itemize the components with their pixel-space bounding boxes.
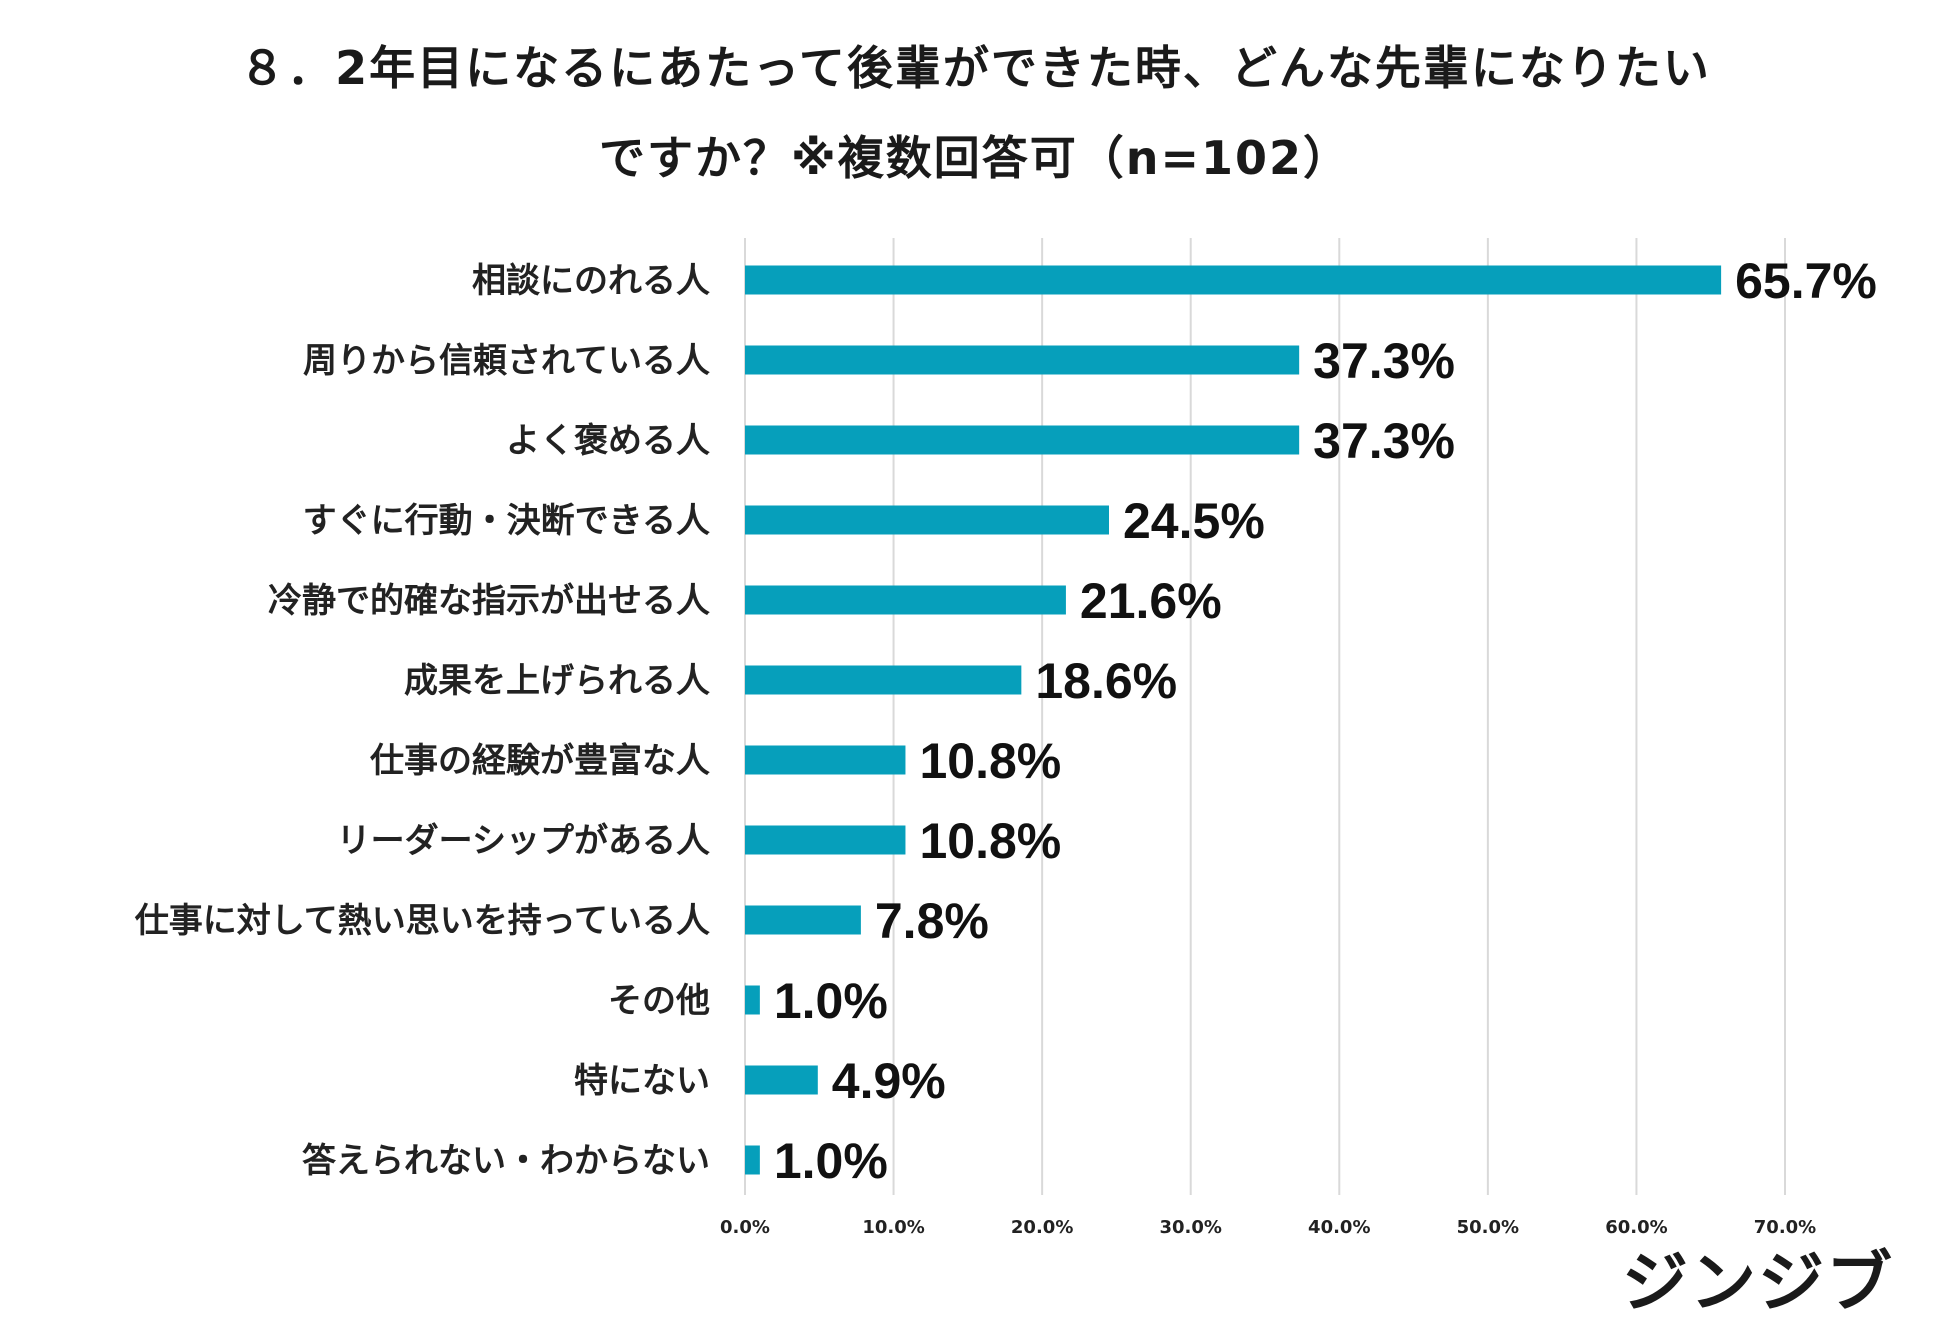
value-label: 37.3% <box>1313 413 1455 469</box>
x-tick-label: 60.0% <box>1605 1217 1667 1238</box>
bar <box>745 985 760 1015</box>
bar <box>745 345 1300 375</box>
value-label: 1.0% <box>774 973 888 1029</box>
value-label: 24.5% <box>1123 493 1265 549</box>
bar <box>745 665 1022 695</box>
value-label: 65.7% <box>1735 253 1877 309</box>
value-label: 37.3% <box>1313 333 1455 389</box>
value-label: 21.6% <box>1080 573 1222 629</box>
category-labels: 相談にのれる人周りから信頼されている人よく褒める人すぐに行動・決断できる人冷静で… <box>135 261 710 1181</box>
value-label: 18.6% <box>1035 653 1177 709</box>
bar <box>745 745 906 775</box>
category-label: リーダーシップがある人 <box>337 821 710 861</box>
category-label: よく褒める人 <box>506 421 710 461</box>
category-label: 相談にのれる人 <box>472 261 710 301</box>
chart-title-line-2: ですか？※複数回答可（n=102） <box>598 131 1352 185</box>
category-label: すぐに行動・決断できる人 <box>303 501 710 541</box>
x-tick-label: 10.0% <box>862 1217 924 1238</box>
x-tick-label: 50.0% <box>1457 1217 1519 1238</box>
x-tick-label: 70.0% <box>1754 1217 1816 1238</box>
bars <box>745 265 1722 1175</box>
value-label: 10.8% <box>919 733 1061 789</box>
x-tick-label: 40.0% <box>1308 1217 1370 1238</box>
category-label: 仕事に対して熱い思いを持っている人 <box>135 901 710 941</box>
gridlines <box>744 238 1786 1195</box>
category-label: 仕事の経験が豊富な人 <box>370 741 710 781</box>
x-tick-label: 20.0% <box>1011 1217 1073 1238</box>
chart-title-line-1: ８．2年目になるにあたって後輩ができた時、どんな先輩になりたい <box>239 41 1711 95</box>
category-label: 冷静で的確な指示が出せる人 <box>268 581 710 621</box>
bar <box>745 825 906 855</box>
brand-logo-text: ジンジブ <box>1622 1244 1894 1321</box>
bar <box>745 505 1109 535</box>
bar <box>745 585 1066 615</box>
value-label: 7.8% <box>875 893 989 949</box>
x-axis-ticks: 0.0% 10.0% 20.0% 30.0% 40.0% 50.0% 60.0% 70.0% <box>720 1217 1816 1238</box>
bar <box>745 905 861 935</box>
value-label: 1.0% <box>774 1133 888 1189</box>
bar <box>745 1145 760 1175</box>
value-labels: 65.7% 37.3% 37.3% 24.5% 21.6% 18.6% 10.8% 10.8%… <box>774 253 1877 1189</box>
bar <box>745 265 1722 295</box>
x-tick-label: 30.0% <box>1159 1217 1221 1238</box>
bar <box>745 425 1300 455</box>
category-label: 成果を上げられる人 <box>404 661 710 701</box>
category-label: その他 <box>608 981 710 1021</box>
value-label: 10.8% <box>919 813 1061 869</box>
category-label: 特にない <box>574 1061 710 1101</box>
category-label: 答えられない・わからない <box>302 1141 710 1181</box>
x-tick-label: 0.0% <box>720 1217 770 1238</box>
bar <box>745 1065 818 1095</box>
value-label: 4.9% <box>832 1053 946 1109</box>
category-label: 周りから信頼されている人 <box>303 341 710 381</box>
